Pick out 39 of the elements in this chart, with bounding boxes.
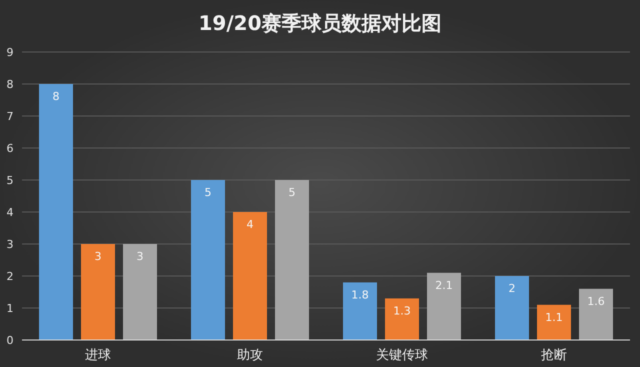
x-tick-label: 关键传球 <box>376 348 428 363</box>
x-tick-label: 进球 <box>85 348 111 363</box>
y-tick-label: 4 <box>6 206 14 219</box>
y-tick-label: 0 <box>6 334 14 347</box>
data-label: 1.6 <box>587 294 605 308</box>
x-tick-label: 助攻 <box>237 348 263 363</box>
y-tick-label: 6 <box>6 142 14 155</box>
data-label: 3 <box>136 250 144 263</box>
bar <box>39 84 73 340</box>
y-tick-label: 2 <box>6 270 14 283</box>
data-label: 5 <box>204 186 212 199</box>
data-label: 1.8 <box>351 288 369 302</box>
data-label: 1.1 <box>545 310 563 324</box>
y-tick-label: 3 <box>6 238 14 251</box>
bar <box>427 272 461 340</box>
y-tick-label: 8 <box>6 78 14 91</box>
data-label: 2.1 <box>435 278 453 292</box>
bar <box>275 180 309 340</box>
bar <box>579 288 613 340</box>
y-tick-label: 5 <box>6 174 14 187</box>
bar <box>233 212 267 340</box>
x-tick-label: 抢断 <box>541 348 567 363</box>
bar <box>123 244 157 340</box>
data-label: 2 <box>508 282 516 295</box>
data-label: 1.3 <box>393 304 411 318</box>
data-label: 4 <box>246 218 254 231</box>
y-tick-label: 9 <box>6 46 14 59</box>
data-label: 5 <box>288 186 296 199</box>
bar <box>537 304 571 340</box>
data-label: 8 <box>52 90 60 103</box>
bar <box>385 298 419 340</box>
chart-title: 19/20赛季球员数据对比图 <box>198 11 442 35</box>
y-tick-label: 1 <box>6 302 14 315</box>
bar <box>191 180 225 340</box>
bar <box>81 244 115 340</box>
bar <box>343 282 377 340</box>
data-label: 3 <box>94 250 102 263</box>
bar <box>495 276 529 340</box>
y-tick-label: 7 <box>6 110 14 123</box>
